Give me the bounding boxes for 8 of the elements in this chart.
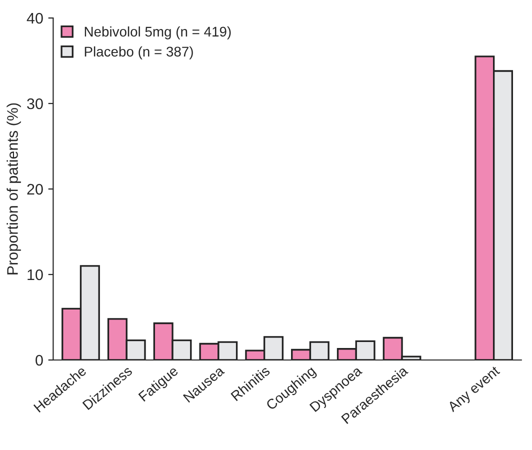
y-tick-label: 20 — [27, 184, 43, 195]
y-axis-title: Proportion of patients (%) — [6, 103, 21, 274]
legend-label: Nebivolol 5mg (n = 419) — [84, 26, 231, 40]
y-tick-label: 40 — [26, 12, 43, 24]
legend-label: Placebo (n = 387) — [84, 46, 193, 60]
y-tick-label: 30 — [27, 98, 43, 110]
y-tick-label: 10 — [28, 269, 43, 280]
y-tick-label: 0 — [36, 354, 43, 366]
